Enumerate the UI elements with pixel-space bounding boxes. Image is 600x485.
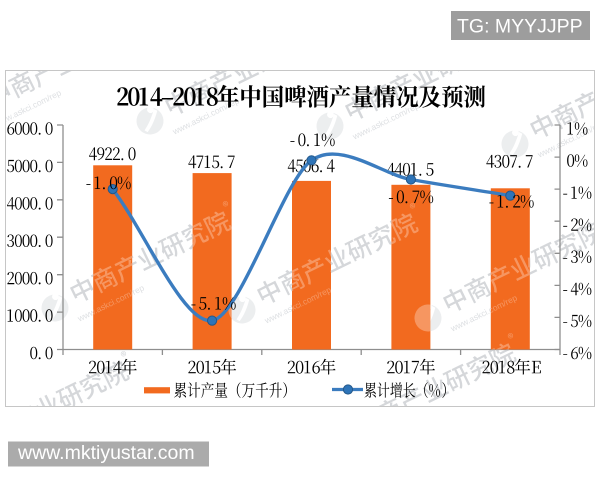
svg-text:www.mktiyustar.com: www.mktiyustar.com [17,442,195,464]
svg-text:TG: MYYJJPP: TG: MYYJJPP [457,16,583,38]
